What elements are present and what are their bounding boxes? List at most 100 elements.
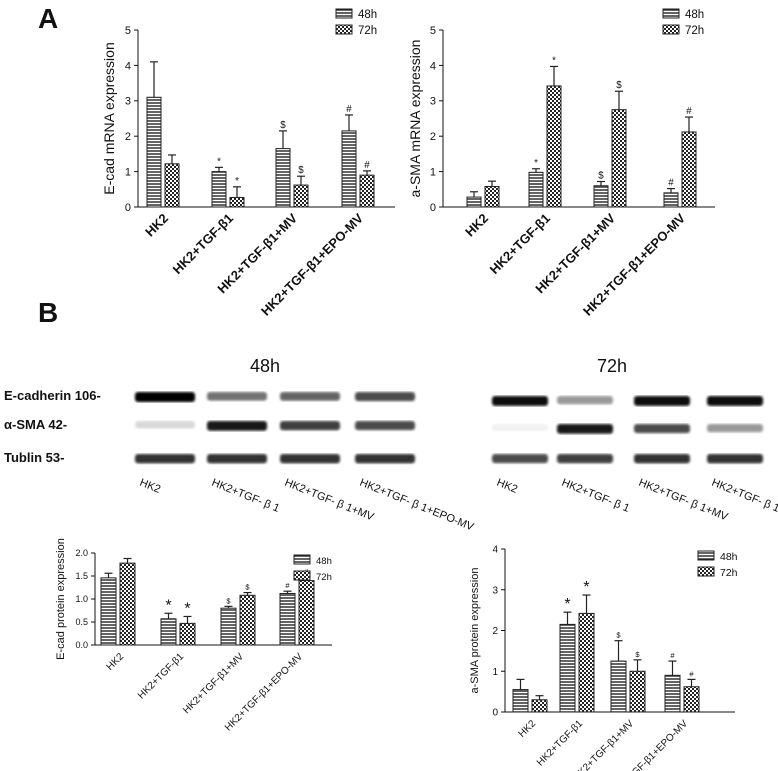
error-bar bbox=[168, 154, 176, 164]
blot-band bbox=[135, 421, 195, 429]
error-bar bbox=[615, 90, 623, 110]
bar bbox=[275, 148, 291, 208]
significance-mark: # bbox=[346, 104, 352, 115]
significance-mark: $ bbox=[616, 631, 621, 640]
legend-swatch bbox=[335, 8, 353, 19]
significance-mark: * bbox=[184, 600, 190, 617]
significance-mark: # bbox=[364, 160, 370, 171]
blot-title: 72h bbox=[597, 356, 627, 376]
y-tick-label: 4 bbox=[125, 60, 131, 72]
error-bar bbox=[164, 612, 173, 619]
y-axis-label: E-cad protein expression bbox=[55, 538, 67, 660]
legend-label: 72h bbox=[316, 572, 332, 583]
bar bbox=[531, 699, 548, 713]
bar bbox=[610, 660, 627, 713]
y-tick-label: 0.0 bbox=[75, 640, 88, 650]
y-tick-label: 0 bbox=[125, 202, 131, 214]
x-tick-label: HK2+TGF-β1 bbox=[136, 651, 186, 701]
significance-mark: $ bbox=[598, 171, 604, 182]
bar bbox=[100, 577, 117, 646]
blot-band bbox=[707, 424, 763, 433]
x-tick-label: HK2+TGF-β1 bbox=[535, 718, 585, 768]
panel-label: A bbox=[38, 3, 58, 34]
y-axis-label: a-SMA protein expression bbox=[469, 568, 481, 694]
error-bar bbox=[215, 166, 223, 172]
bar bbox=[293, 184, 309, 208]
x-tick-label: HK2+TGF-β1+MV bbox=[181, 651, 246, 716]
significance-mark: * bbox=[534, 158, 538, 169]
y-tick-label: 2.0 bbox=[75, 548, 88, 558]
error-bar bbox=[582, 594, 591, 614]
legend-label: 72h bbox=[358, 25, 377, 37]
bar bbox=[611, 109, 627, 208]
significance-mark: * bbox=[235, 176, 239, 187]
blot-band bbox=[634, 396, 690, 406]
blot-band bbox=[355, 392, 415, 402]
panel-label: B bbox=[38, 297, 58, 328]
y-tick-label: 5 bbox=[430, 25, 436, 37]
bar bbox=[683, 686, 700, 713]
y-axis-label: a-SMA mRNA expression bbox=[407, 40, 423, 198]
significance-mark: $ bbox=[226, 596, 231, 605]
bar bbox=[239, 594, 256, 646]
error-bar bbox=[104, 572, 113, 578]
significance-mark: $ bbox=[616, 80, 622, 91]
x-tick-label: HK2+TGF-β1 bbox=[487, 211, 554, 278]
y-tick-label: 5 bbox=[125, 25, 131, 37]
bar bbox=[179, 622, 196, 646]
bar bbox=[578, 612, 595, 713]
blot-row-label: α-SMA 42- bbox=[4, 417, 67, 432]
significance-mark: $ bbox=[298, 165, 304, 176]
blot-band bbox=[557, 424, 613, 434]
bar bbox=[528, 171, 544, 208]
lane-label: HK2+TGF- β 1 bbox=[210, 477, 281, 515]
error-bar bbox=[183, 615, 192, 624]
significance-mark: * bbox=[583, 579, 589, 596]
lane-label: HK2 bbox=[495, 477, 519, 496]
blot-band bbox=[207, 392, 267, 401]
bar bbox=[629, 670, 646, 713]
bar bbox=[298, 580, 315, 646]
y-tick-label: 0 bbox=[430, 202, 436, 214]
bar bbox=[664, 674, 681, 713]
y-tick-label: 3 bbox=[492, 585, 498, 596]
bar bbox=[279, 592, 296, 646]
y-tick-label: 4 bbox=[492, 545, 498, 556]
error-bar bbox=[668, 660, 677, 676]
x-tick-label: HK2 bbox=[142, 211, 171, 240]
error-bar bbox=[597, 180, 605, 186]
blot-band bbox=[135, 392, 195, 402]
significance-mark: # bbox=[285, 581, 290, 590]
lane-label: HK2+TGF- β 1+EPO-MV bbox=[710, 477, 778, 534]
y-tick-label: 0 bbox=[492, 708, 498, 719]
legend-label: 48h bbox=[685, 9, 704, 21]
blot-row-label: Tublin 53- bbox=[4, 450, 64, 465]
legend-swatch bbox=[662, 8, 680, 19]
blot-band bbox=[557, 454, 613, 464]
legend-swatch bbox=[293, 554, 311, 565]
error-bar bbox=[279, 130, 287, 149]
blot-band bbox=[135, 454, 195, 464]
blot-band bbox=[492, 396, 548, 406]
bar bbox=[146, 96, 162, 208]
bar bbox=[220, 607, 237, 646]
error-bar bbox=[687, 678, 696, 687]
y-tick-label: 2 bbox=[125, 131, 131, 143]
error-bar bbox=[667, 187, 675, 193]
bar bbox=[546, 85, 562, 208]
bar bbox=[359, 174, 375, 208]
blot-band bbox=[492, 454, 548, 464]
bar bbox=[119, 562, 136, 646]
error-bar bbox=[233, 186, 241, 198]
blot-row-label: E-cadherin 106- bbox=[4, 388, 101, 403]
bar bbox=[160, 618, 177, 646]
significance-mark: # bbox=[686, 106, 692, 117]
blot-band bbox=[634, 424, 690, 434]
error-bar bbox=[345, 114, 353, 131]
error-bar bbox=[488, 180, 496, 187]
bar bbox=[341, 130, 357, 208]
significance-mark: * bbox=[552, 55, 556, 66]
legend-label: 72h bbox=[685, 25, 704, 37]
y-tick-label: 2 bbox=[492, 626, 498, 637]
